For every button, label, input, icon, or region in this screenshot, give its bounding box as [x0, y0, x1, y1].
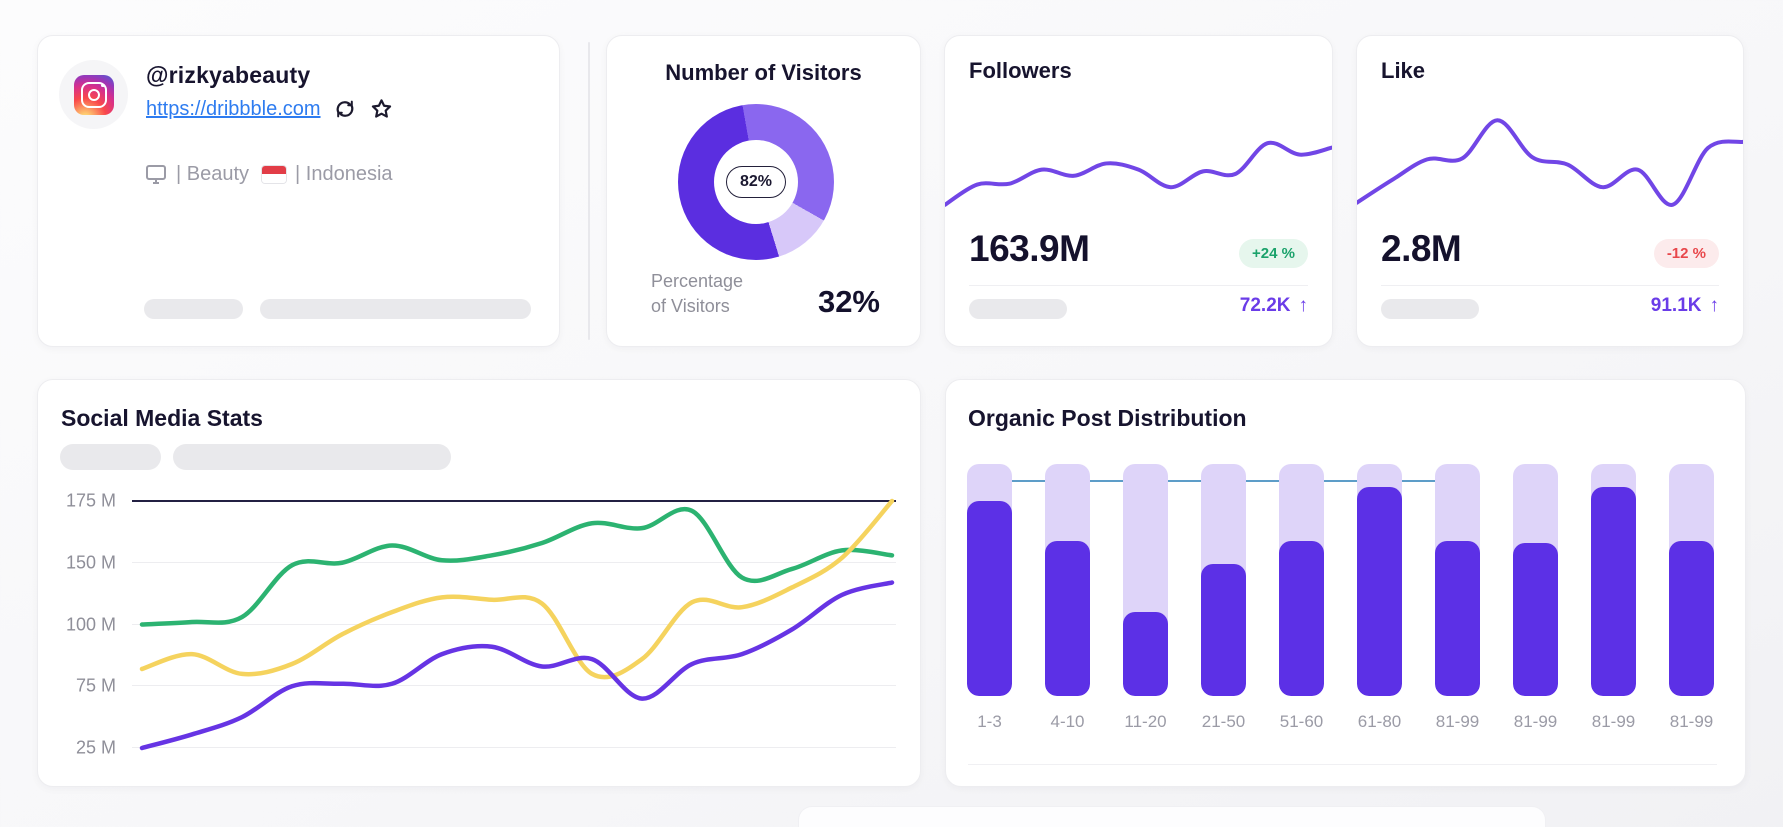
bar-label: 81-99 [1435, 712, 1480, 731]
bar [1591, 464, 1636, 696]
divider [1381, 285, 1719, 286]
bar [1435, 464, 1480, 696]
bar-label: 81-99 [1591, 712, 1636, 731]
bar [1357, 464, 1402, 696]
profile-link[interactable]: https://dribbble.com [146, 97, 321, 120]
bar-label: 81-99 [1669, 712, 1714, 731]
bar [967, 464, 1012, 696]
bar-label: 11-20 [1124, 712, 1167, 731]
visitors-caption: Percentage of Visitors [651, 271, 744, 316]
divider [968, 764, 1717, 765]
donut-center-badge: 82% [725, 166, 787, 198]
monitor-icon [146, 165, 166, 184]
indonesia-flag-icon [261, 164, 288, 184]
bar [1123, 464, 1168, 696]
y-tick-label: 150 M [65, 552, 116, 573]
arrow-up-icon: ↑ [1298, 295, 1309, 316]
organic-bar-chart [967, 464, 1714, 696]
followers-sparkline [945, 140, 1332, 207]
visitors-title: Number of Visitors [665, 60, 862, 85]
organic-title: Organic Post Distribution [968, 405, 1247, 431]
followers-change-badge: +24 % [1239, 239, 1308, 268]
bar-label: 61-80 [1357, 712, 1402, 731]
social-line-chart [139, 498, 895, 751]
profile-card: @rizkyabeauty https://dribbble.com [37, 35, 560, 347]
profile-meta: | Beauty | Indonesia [144, 162, 393, 186]
like-title: Like [1381, 58, 1426, 83]
followers-value: 163.9M [969, 228, 1090, 269]
bar-label: 1-3 [977, 712, 1002, 731]
y-tick-label: 175 M [65, 490, 116, 511]
bar [1669, 464, 1714, 696]
bar [1201, 464, 1246, 696]
bar [1045, 464, 1090, 696]
followers-card: Followers 163.9M +24 % 72.2K ↑ [944, 35, 1333, 347]
bar [1513, 464, 1558, 696]
y-tick-label: 25 M [75, 737, 116, 758]
organic-x-axis: 1-3 4-10 11-20 21-50 51-60 61-80 81-99 81-99 81-… [967, 712, 1714, 732]
profile-country: | Indonesia [295, 162, 393, 185]
placeholder-pill [1381, 299, 1479, 319]
visitors-percentage: 32% [817, 284, 880, 319]
arrow-up-icon: ↑ [1709, 295, 1720, 316]
like-value: 2.8M [1381, 228, 1462, 269]
bar-label: 4-10 [1050, 712, 1085, 731]
bar-label: 81-99 [1513, 712, 1558, 731]
visitors-donut-chart: 82% [678, 104, 834, 260]
social-title: Social Media Stats [61, 405, 263, 431]
bar-label: 51-60 [1279, 712, 1324, 731]
like-card: Like 2.8M -12 % 91.1K ↑ [1356, 35, 1744, 347]
bar [1279, 464, 1324, 696]
placeholder-pill [60, 444, 161, 470]
y-tick-label: 75 M [75, 675, 116, 696]
profile-handle: @rizkyabeauty [146, 62, 311, 88]
social-stats-card: Social Media Stats 175 M 150 M 100 M 75 M 25… [37, 379, 921, 787]
bar-label: 21-50 [1201, 712, 1246, 731]
visitors-card: Number of Visitors 82% Percentage of Vis… [606, 35, 921, 347]
next-card-peek [798, 806, 1546, 827]
like-footer-stat: 91.1K ↑ [1650, 295, 1720, 316]
y-tick-label: 100 M [65, 614, 116, 634]
placeholder-pill [144, 299, 243, 319]
organic-distribution-card: Organic Post Distribution 1-3 4-10 11-20 21… [945, 379, 1746, 787]
profile-category: | Beauty [176, 162, 250, 185]
repeat-icon[interactable] [332, 96, 358, 122]
followers-footer-stat: 72.2K ↑ [1239, 295, 1309, 316]
placeholder-pill [260, 299, 531, 319]
star-icon[interactable] [369, 96, 395, 122]
instagram-icon [73, 74, 114, 115]
like-change-badge: -12 % [1653, 239, 1719, 268]
section-divider [588, 42, 590, 340]
divider [969, 285, 1308, 286]
followers-title: Followers [969, 58, 1072, 83]
like-sparkline [1357, 118, 1743, 207]
avatar [59, 60, 128, 129]
placeholder-pill [173, 444, 451, 470]
placeholder-pill [969, 299, 1067, 319]
